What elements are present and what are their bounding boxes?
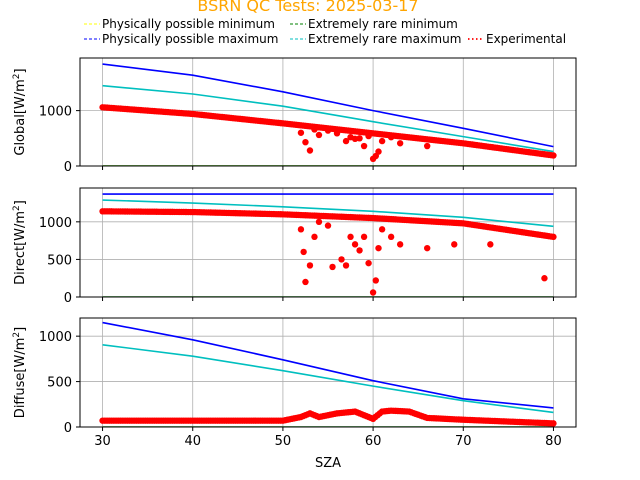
data-point — [541, 275, 548, 282]
data-point — [333, 130, 341, 137]
data-point — [311, 126, 318, 133]
data-point — [342, 262, 350, 269]
legend-label: Experimental — [486, 32, 566, 46]
series-line — [102, 84, 554, 153]
chart-title: BSRN QC Tests: 2025-03-17 — [197, 0, 418, 15]
data-point — [550, 233, 557, 241]
x-tick-label: 40 — [184, 434, 201, 449]
data-point — [324, 222, 332, 229]
data-point — [342, 137, 350, 145]
data-point — [487, 241, 494, 248]
series-experimental — [99, 407, 557, 427]
data-point — [356, 247, 363, 254]
x-tick-label: 30 — [94, 434, 111, 449]
data-point — [378, 137, 386, 145]
data-point — [356, 135, 363, 142]
data-point — [329, 263, 336, 271]
y-axis-label: Direct[W/m2] — [12, 200, 28, 285]
data-point — [360, 233, 368, 241]
data-point — [306, 147, 314, 154]
series-line — [102, 344, 554, 414]
series-experimental — [99, 104, 557, 162]
y-tick-label: 1000 — [39, 105, 72, 120]
data-point — [365, 259, 372, 267]
panel-global: 0 1000 Global[W/m2] — [12, 57, 577, 175]
data-point — [387, 233, 395, 241]
data-point — [550, 152, 557, 159]
panel-frame — [79, 317, 577, 428]
y-tick-label: 500 — [47, 253, 72, 268]
y-tick-label: 500 — [47, 376, 72, 391]
data-point — [347, 233, 354, 241]
chart-legend: Physically possible minimum Extremely rar… — [84, 17, 566, 46]
data-point — [375, 244, 382, 252]
legend-label: Extremely rare minimum — [308, 17, 458, 31]
data-point — [365, 132, 372, 140]
data-point — [311, 233, 318, 241]
data-point — [372, 277, 379, 284]
panel-frame — [79, 57, 577, 167]
data-point — [302, 138, 309, 146]
series-line — [102, 199, 554, 228]
data-point — [378, 226, 386, 233]
data-point — [315, 131, 323, 139]
data-point — [297, 226, 305, 233]
data-point — [375, 148, 382, 155]
data-point — [396, 140, 404, 147]
data-point — [300, 248, 307, 256]
series-line — [102, 63, 554, 148]
data-point — [351, 241, 359, 248]
x-axis-label: SZA — [315, 456, 341, 471]
legend-label: Physically possible minimum — [102, 17, 275, 31]
panel-direct: 0 500 1000 Direct[W/m2] — [12, 187, 577, 306]
x-tick-label: 70 — [455, 434, 472, 449]
y-tick-label: 1000 — [39, 330, 72, 345]
legend-label: Physically possible maximum — [102, 32, 278, 46]
data-point — [338, 256, 345, 263]
data-point — [387, 134, 395, 141]
y-axis-label: Global[W/m2] — [12, 68, 28, 155]
x-tick-label: 80 — [545, 434, 562, 449]
panel-frame — [79, 187, 577, 298]
y-axis-label: Diffuse[W/m2] — [12, 327, 28, 418]
data-point — [424, 142, 431, 150]
x-tick-label: 50 — [275, 434, 292, 449]
data-point — [550, 420, 557, 427]
data-point — [451, 241, 458, 248]
data-point — [360, 142, 368, 150]
series-line — [102, 321, 554, 409]
data-point — [424, 244, 431, 252]
y-tick-label: 0 — [64, 421, 72, 436]
data-point — [306, 262, 314, 269]
y-tick-label: 0 — [64, 291, 72, 306]
panel-diffuse: 30 40 50 60 70 80 0 500 1000 Diffuse[W/m2] — [12, 317, 577, 449]
data-point — [297, 129, 305, 136]
data-point — [396, 241, 404, 248]
y-tick-label: 1000 — [39, 216, 72, 231]
y-tick-label: 0 — [64, 160, 72, 175]
data-point — [302, 278, 309, 286]
legend-label: Extremely rare maximum — [308, 32, 461, 46]
data-point — [324, 127, 332, 134]
series-experimental — [99, 208, 557, 296]
data-point — [315, 218, 323, 226]
data-point — [369, 289, 377, 296]
x-tick-label: 60 — [365, 434, 382, 449]
